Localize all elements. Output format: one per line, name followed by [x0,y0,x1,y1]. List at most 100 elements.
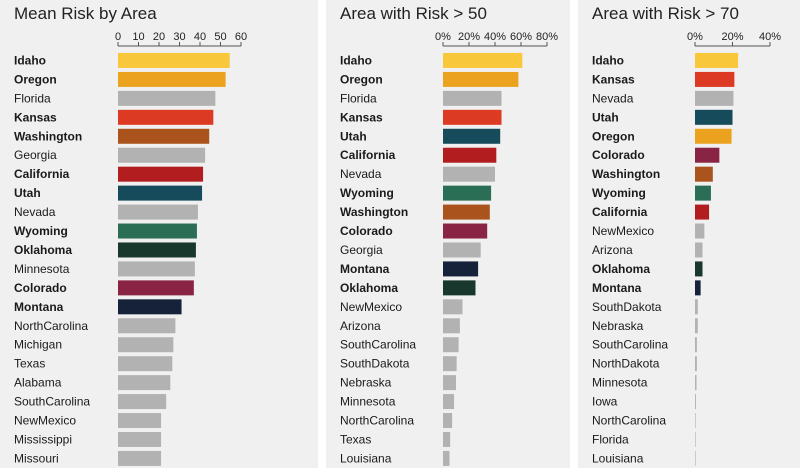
bar [118,71,226,87]
bar [118,394,167,410]
bar [118,337,174,353]
bar-chart-mean-risk: 0 10 20 30 40 50 60 Idaho Oregon Florida Kansas Was… [14,31,247,466]
bar [118,128,210,144]
bar-label: Utah [592,110,619,124]
bar-label: Kansas [340,110,383,124]
bar-label: Arizona [592,243,633,257]
x-tick-label: 40% [759,31,781,43]
bar-label: Minnesota [340,395,396,409]
x-tick-label: 80% [536,31,558,43]
bar-label: Mississippi [14,432,72,446]
bar-label: Washington [592,167,660,181]
bar-label: Washington [340,205,408,219]
bar [695,204,710,220]
bar [443,242,481,258]
bar-label: Nevada [340,167,382,181]
bar-label: NorthDakota [592,357,660,371]
bar-label: California [340,148,396,162]
bar [118,90,216,106]
bar-label: Colorado [340,224,393,238]
bar [695,128,732,144]
bar [118,242,196,258]
chart-panel-risk-over-70: Area with Risk > 70 0% 20% 40% Idaho Kansas N… [578,0,800,468]
bar [118,109,214,125]
bar-label: NorthCarolina [340,414,414,428]
bar-label: Florida [592,432,629,446]
bar-chart-risk-over-70: 0% 20% 40% Idaho Kansas Nevada Utah Oregon Color… [592,31,781,466]
bar-label: Oklahoma [340,281,398,295]
bar-label: Minnesota [14,262,70,276]
bar [118,52,230,68]
bar-label: Oregon [340,72,383,86]
bar-label: Missouri [14,451,59,465]
x-tick-label: 20 [153,31,165,43]
chart-title: Area with Risk > 50 [340,4,487,23]
bar-label: Oregon [14,72,57,86]
bar [695,71,735,87]
bar-label: Michigan [14,338,62,352]
bar-label: SouthDakota [340,357,410,371]
bar-label: NewMexico [340,300,402,314]
bar [695,90,734,106]
bar [695,185,711,201]
bar-label: Wyoming [14,224,68,238]
chart-title: Mean Risk by Area [14,4,157,23]
bar [443,147,497,163]
bar-label: Georgia [14,148,57,162]
bar [695,223,705,239]
bar-label: Colorado [592,148,645,162]
bar [695,109,733,125]
x-tick-label: 60 [235,31,247,43]
bar [695,166,713,182]
bar-label: Minnesota [592,376,648,390]
bar [443,71,519,87]
bar-label: Colorado [14,281,67,295]
bar-label: Louisiana [592,451,644,465]
bar [118,261,195,277]
bar-label: SouthCarolina [340,338,416,352]
bar-label: Wyoming [592,186,646,200]
bar-label: Nevada [592,91,634,105]
bar [695,375,697,391]
bar-label: Utah [14,186,41,200]
x-tick-label: 50 [214,31,226,43]
bar [118,299,182,315]
x-tick-label: 10 [132,31,144,43]
bar [695,450,696,466]
bar-label: SouthDakota [592,300,662,314]
bar [443,185,492,201]
bar [695,242,703,258]
bar [118,280,194,296]
bar-label: Texas [14,357,45,371]
bar-label: NewMexico [592,224,654,238]
x-tick-label: 40% [484,31,506,43]
bar-label: Arizona [340,319,381,333]
bar-label: Washington [14,129,82,143]
bar-chart-risk-over-50: 0% 20% 40% 60% 80% Idaho Oregon Florida Kansas Ut… [340,31,558,466]
bar [695,431,696,447]
bar-label: NorthCarolina [14,319,88,333]
bar-label: SouthCarolina [592,338,668,352]
bar [443,204,490,220]
x-tick-label: 0% [687,31,703,43]
bar [443,90,502,106]
bar [443,52,523,68]
bar-label: Oklahoma [14,243,72,257]
bar [695,337,697,353]
bar [118,375,171,391]
bar-label: California [14,167,70,181]
bar [695,280,701,296]
bar [118,356,173,372]
bar [443,109,502,125]
bar [695,299,698,315]
bar-label: Oklahoma [592,262,650,276]
chart-panel-risk-over-50: Area with Risk > 50 0% 20% 40% 60% 80% Idaho O… [326,0,570,468]
x-tick-label: 60% [510,31,532,43]
bar-label: NewMexico [14,414,76,428]
bar [443,318,460,334]
x-tick-label: 40 [194,31,206,43]
chart-title: Area with Risk > 70 [592,4,739,23]
bar [118,318,176,334]
bar-label: Georgia [340,243,383,257]
bar [118,223,197,239]
